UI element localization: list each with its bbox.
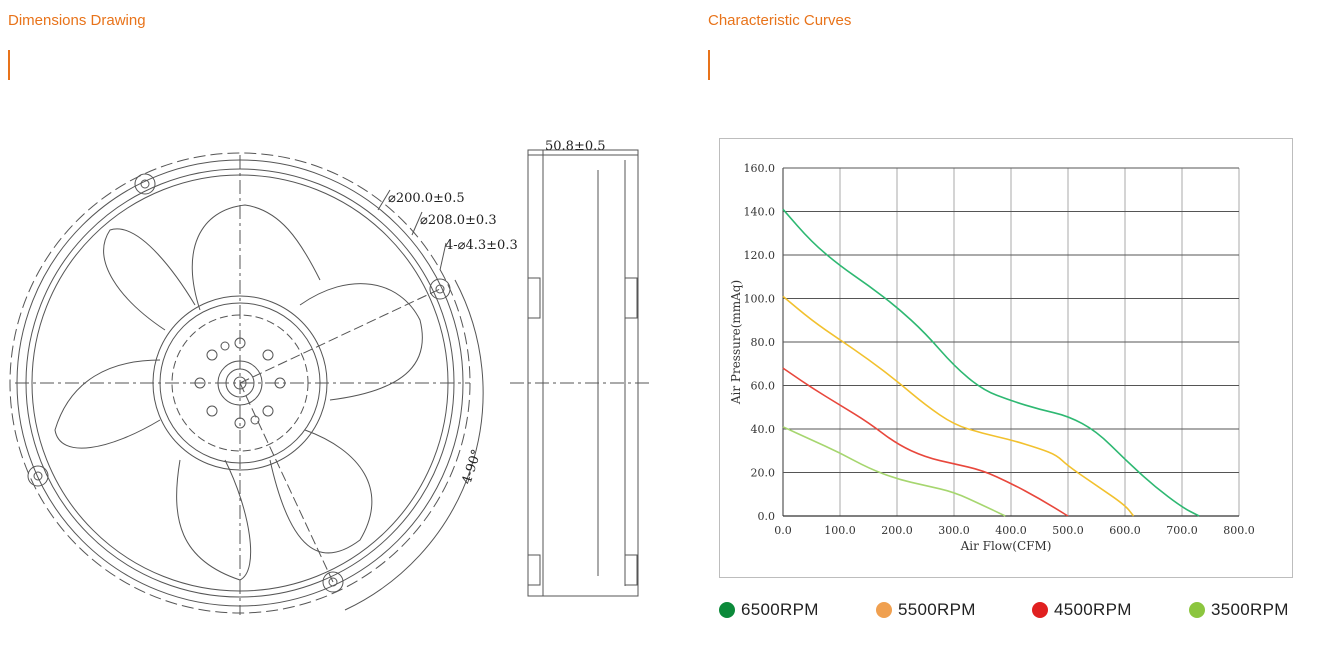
hub-outer	[152, 295, 328, 471]
bolt-circle	[9, 152, 471, 614]
dim-depth: 50.8±0.5	[545, 139, 606, 154]
legend-dot	[719, 602, 735, 618]
legend-dot	[876, 602, 892, 618]
dim-outer-diameter: ⌀200.0±0.5	[388, 191, 465, 206]
legend-item-6500rpm: 6500RPM	[719, 600, 819, 620]
dim-outer-diameter-2: ⌀208.0±0.3	[420, 213, 497, 228]
series-line-4500rpm	[782, 367, 1069, 517]
x-tick-label: 200.0	[881, 524, 913, 537]
angle-dimension-arc	[344, 279, 484, 611]
y-tick-label: 140.0	[744, 206, 776, 219]
y-tick-label: 80.0	[751, 336, 776, 349]
y-tick-label: 100.0	[744, 293, 776, 306]
mounting-lugs	[27, 173, 451, 593]
legend-item-5500rpm: 5500RPM	[876, 600, 976, 620]
legend-label: 6500RPM	[741, 600, 819, 619]
x-tick-label: 800.0	[1223, 524, 1255, 537]
hub-holes	[194, 337, 286, 429]
y-tick-label: 40.0	[751, 423, 776, 436]
hub-center	[217, 360, 263, 406]
chart-legend: 6500RPM 5500RPM 4500RPM 3500RPM	[719, 600, 1309, 626]
fan-blades	[54, 204, 423, 581]
chart-canvas: 0.0 100.0 200.0 300.0 400.0 500.0 600.0 700.0 80…	[729, 162, 1255, 553]
curves-accent-bar	[708, 50, 710, 80]
x-tick-label: 400.0	[995, 524, 1027, 537]
y-axis-label: Air Pressure(mmAq)	[729, 280, 743, 405]
series-line-3500rpm	[782, 426, 1006, 517]
legend-dot	[1032, 602, 1048, 618]
frame-ring-3	[31, 174, 449, 592]
x-tick-label: 100.0	[824, 524, 856, 537]
x-tick-label: 500.0	[1052, 524, 1084, 537]
y-tick-label: 20.0	[751, 467, 776, 480]
characteristic-curves-chart: 0.0 100.0 200.0 300.0 400.0 500.0 600.0 700.0 80…	[719, 138, 1293, 578]
fan-dimensions-drawing: ⌀200.0±0.5 ⌀208.0±0.3 4-⌀4.3±0.3 50.8±0.…	[9, 139, 650, 615]
dimensions-drawing-title: Dimensions Drawing	[8, 12, 146, 29]
legend-label: 3500RPM	[1211, 600, 1289, 619]
dim-angle: 4-90°	[460, 448, 485, 487]
legend-item-3500rpm: 3500RPM	[1189, 600, 1289, 620]
series-line-6500rpm	[782, 208, 1200, 517]
outer-frame-ring	[16, 159, 464, 607]
y-tick-label: 60.0	[751, 380, 776, 393]
x-tick-label: 700.0	[1166, 524, 1198, 537]
hub-slots	[171, 314, 309, 452]
y-tick-label: 160.0	[744, 162, 776, 175]
y-tick-label: 120.0	[744, 249, 776, 262]
hub-inner	[159, 302, 321, 464]
dim-mounting-holes: 4-⌀4.3±0.3	[445, 238, 518, 253]
fan-side-view	[527, 149, 639, 597]
legend-label: 5500RPM	[898, 600, 976, 619]
frame-ring-2	[25, 168, 455, 598]
dimensions-accent-bar	[8, 50, 10, 80]
x-tick-label: 0.0	[774, 524, 792, 537]
legend-label: 4500RPM	[1054, 600, 1132, 619]
series-line-5500rpm	[782, 295, 1135, 517]
y-tick-label: 0.0	[758, 510, 776, 523]
x-tick-label: 600.0	[1109, 524, 1141, 537]
x-tick-label: 300.0	[938, 524, 970, 537]
x-axis-label: Air Flow(CFM)	[960, 539, 1052, 553]
characteristic-curves-title: Characteristic Curves	[708, 12, 852, 29]
legend-item-4500rpm: 4500RPM	[1032, 600, 1132, 620]
legend-dot	[1189, 602, 1205, 618]
